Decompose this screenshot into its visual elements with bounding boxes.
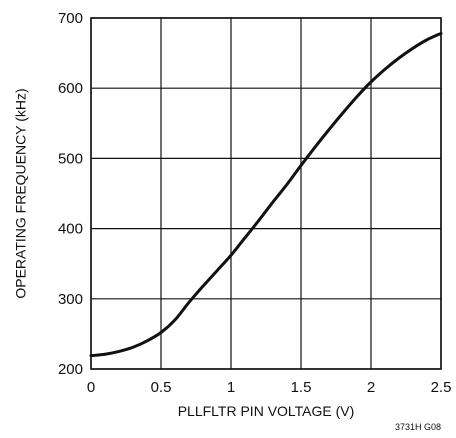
x-tick-label: 1: [227, 379, 235, 396]
x-tick-label: 2.5: [431, 379, 452, 396]
grid: [90, 17, 442, 370]
figure-code: 3731H G08: [395, 422, 441, 432]
series-line: [89, 31, 443, 358]
y-tick-label: 200: [58, 361, 83, 378]
x-tick-labels: 0 0.5 1 1.5 2 2.5: [87, 379, 452, 396]
x-tick-label: 1.5: [291, 379, 312, 396]
x-tick-label: 0.5: [151, 379, 172, 396]
y-tick-label: 500: [58, 150, 83, 167]
y-tick-label: 600: [58, 80, 83, 97]
plot-frame: [90, 17, 442, 370]
y-axis-title: OPERATING FREQUENCY (kHz): [13, 88, 29, 298]
x-axis-title: PLLFLTR PIN VOLTAGE (V): [178, 403, 355, 419]
x-tick-label: 0: [87, 379, 95, 396]
x-tick-label: 2: [367, 379, 375, 396]
y-tick-labels: 200 300 400 500 600 700: [58, 10, 83, 378]
y-tick-label: 700: [58, 10, 83, 27]
y-tick-label: 400: [58, 221, 83, 238]
y-tick-label: 300: [58, 291, 83, 308]
